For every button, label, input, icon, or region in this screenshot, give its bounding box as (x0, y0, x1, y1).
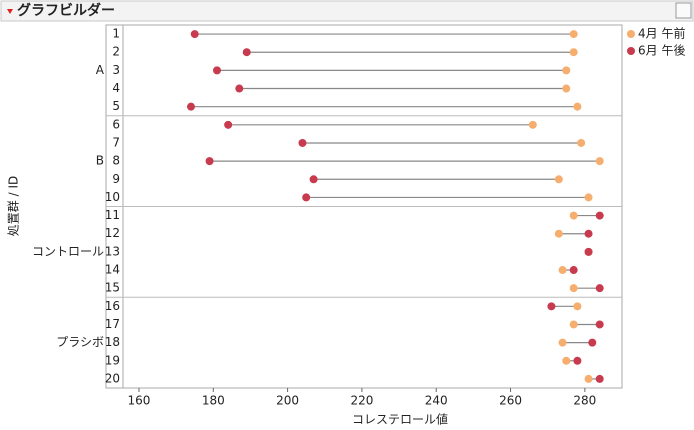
dot (224, 120, 233, 129)
dot (584, 229, 593, 238)
id-label: 7 (112, 135, 120, 149)
dot (298, 138, 307, 147)
x-tick-label: 160 (128, 394, 151, 408)
x-tick-label: 220 (350, 394, 373, 408)
legend-label: 6月 午後 (638, 44, 685, 58)
dot (595, 211, 604, 220)
id-label: 6 (112, 117, 120, 131)
id-label: 5 (112, 99, 120, 113)
dot (569, 284, 578, 293)
id-label: 16 (105, 299, 120, 313)
dot (569, 211, 578, 220)
dot (573, 356, 582, 365)
header-bar (0, 0, 694, 22)
id-label: 11 (105, 208, 120, 222)
dot (558, 338, 567, 347)
dot (528, 120, 537, 129)
dot (554, 175, 563, 184)
dot (547, 302, 556, 311)
dot (558, 266, 567, 275)
dot (569, 48, 578, 57)
id-label: 20 (105, 371, 120, 385)
group-label: B (96, 154, 104, 168)
dot (190, 30, 199, 39)
group-label: A (96, 63, 105, 77)
id-label: 8 (112, 154, 120, 168)
dot (573, 302, 582, 311)
dot (213, 66, 222, 75)
dot (595, 284, 604, 293)
dot (595, 157, 604, 166)
id-label: 9 (112, 172, 120, 186)
x-tick-label: 240 (425, 394, 448, 408)
dot (584, 193, 593, 202)
id-label: 13 (105, 244, 120, 258)
id-label: 1 (112, 27, 120, 41)
red-triangle-menu[interactable] (7, 9, 13, 14)
dot (569, 30, 578, 39)
dot (584, 374, 593, 383)
dot (577, 138, 586, 147)
id-label: 17 (105, 317, 120, 331)
dot (584, 247, 593, 256)
dot (562, 356, 571, 365)
y-axis-title: 処置群 / ID (7, 176, 21, 236)
x-tick-label: 200 (276, 394, 299, 408)
dot (562, 84, 571, 93)
dot (573, 102, 582, 111)
id-label: 3 (112, 63, 120, 77)
id-label: 10 (105, 190, 120, 204)
id-label: 14 (105, 263, 120, 277)
legend-swatch (627, 30, 635, 38)
dot (569, 320, 578, 329)
dot (205, 157, 214, 166)
dot (235, 84, 244, 93)
dot (186, 102, 195, 111)
x-axis-title: コレステロール値 (352, 412, 448, 427)
pin-button[interactable] (675, 2, 692, 19)
group-label: プラシボ (56, 335, 104, 349)
id-label: 18 (105, 335, 120, 349)
legend-label: 4月 午前 (638, 26, 685, 41)
x-tick-label: 180 (202, 394, 225, 408)
dot (588, 338, 597, 347)
x-tick-label: 280 (573, 394, 596, 408)
dot (569, 266, 578, 275)
dot (595, 320, 604, 329)
dot (562, 66, 571, 75)
dot (595, 374, 604, 383)
group-label: コントロール (32, 244, 104, 258)
id-label: 4 (112, 81, 120, 95)
legend-swatch (627, 47, 635, 55)
id-label: 19 (105, 353, 120, 367)
dot (554, 229, 563, 238)
dot (242, 48, 251, 57)
header-title: グラフビルダー (17, 2, 115, 19)
id-label: 12 (105, 226, 120, 240)
id-label: 15 (105, 281, 120, 295)
id-label: 2 (112, 45, 120, 59)
dot (302, 193, 311, 202)
x-tick-label: 260 (499, 394, 522, 408)
dot (309, 175, 318, 184)
